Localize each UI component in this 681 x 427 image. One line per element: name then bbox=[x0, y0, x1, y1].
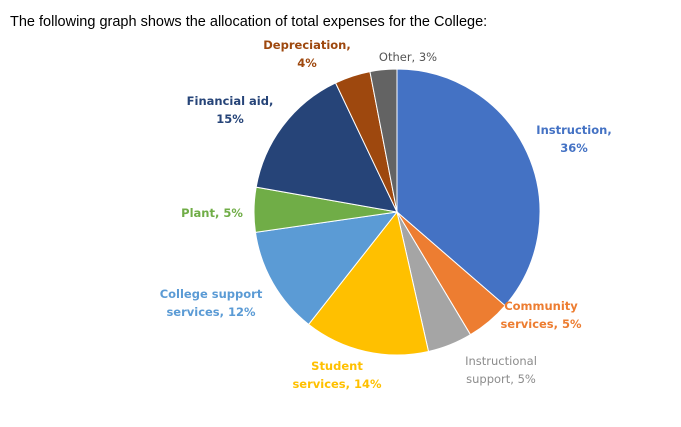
slice-label-name: Instruction, bbox=[536, 123, 612, 137]
slice-label: Instructional support, 5% bbox=[465, 352, 537, 388]
slice-label-value: 36% bbox=[560, 141, 588, 155]
slice-label-name: Financial aid, bbox=[186, 94, 274, 108]
pie-slice bbox=[307, 210, 430, 356]
slice-label-value: services, 5% bbox=[500, 317, 582, 331]
slice-label: College support services, 12% bbox=[160, 285, 263, 321]
slice-label: Instruction, 36% bbox=[536, 121, 611, 157]
pie-slice bbox=[255, 82, 398, 213]
slice-label-value: 4% bbox=[297, 56, 317, 70]
slice-label: Student services, 14% bbox=[292, 357, 381, 393]
slice-label-value: services, 12% bbox=[166, 305, 256, 319]
slice-label-name: College support bbox=[159, 287, 263, 301]
slice-label-value: support, 5% bbox=[466, 372, 536, 386]
slice-label-name: Plant, 5% bbox=[181, 206, 243, 220]
pie-slice bbox=[369, 68, 398, 213]
slice-label-name: Other, 3% bbox=[378, 50, 438, 64]
slice-label: Depreciation, 4% bbox=[263, 36, 350, 72]
slice-label-name: Depreciation, bbox=[263, 38, 351, 52]
slice-label-value: 15% bbox=[216, 112, 244, 126]
slice-label: Financial aid, 15% bbox=[187, 92, 274, 128]
slice-label-name: Community bbox=[504, 299, 578, 313]
page-heading: The following graph shows the allocation… bbox=[10, 14, 488, 30]
pie-slice bbox=[254, 211, 399, 326]
slice-label: Other, 3% bbox=[379, 48, 437, 66]
pie-slice bbox=[396, 68, 541, 307]
slice-label-name: Student bbox=[311, 359, 363, 373]
slice-label-value: services, 14% bbox=[292, 377, 382, 391]
slice-label-name: Instructional bbox=[465, 354, 537, 368]
slice-label: Community services, 5% bbox=[500, 297, 581, 333]
slice-label: Plant, 5% bbox=[181, 204, 243, 222]
